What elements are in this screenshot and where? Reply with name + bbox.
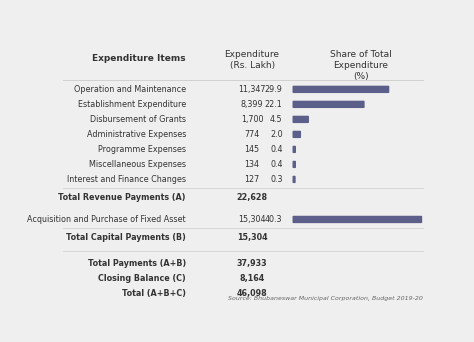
Text: Establishment Expenditure: Establishment Expenditure	[78, 100, 186, 109]
Text: 15,304: 15,304	[238, 215, 266, 224]
FancyBboxPatch shape	[292, 146, 296, 153]
FancyBboxPatch shape	[292, 131, 301, 138]
Text: 0.4: 0.4	[270, 145, 283, 154]
Text: Acquisition and Purchase of Fixed Asset: Acquisition and Purchase of Fixed Asset	[27, 215, 186, 224]
Text: Administrative Expenses: Administrative Expenses	[87, 130, 186, 139]
Text: 0.4: 0.4	[270, 160, 283, 169]
Text: 8,399: 8,399	[241, 100, 264, 109]
Text: Programme Expenses: Programme Expenses	[98, 145, 186, 154]
Text: 22,628: 22,628	[237, 193, 268, 201]
Text: 15,304: 15,304	[237, 233, 267, 241]
Text: Expenditure
(Rs. Lakh): Expenditure (Rs. Lakh)	[225, 50, 280, 70]
Text: 46,098: 46,098	[237, 289, 267, 298]
Text: Miscellaneous Expenses: Miscellaneous Expenses	[89, 160, 186, 169]
Text: Share of Total
Expenditure
(%): Share of Total Expenditure (%)	[330, 50, 392, 81]
Text: 29.9: 29.9	[264, 85, 283, 94]
FancyBboxPatch shape	[292, 86, 389, 93]
Text: Disbursement of Grants: Disbursement of Grants	[90, 115, 186, 124]
Text: 127: 127	[245, 175, 260, 184]
Text: Total Revenue Payments (A): Total Revenue Payments (A)	[58, 193, 186, 201]
Text: 1,700: 1,700	[241, 115, 264, 124]
Text: Total (A+B+C): Total (A+B+C)	[122, 289, 186, 298]
Text: Total Capital Payments (B): Total Capital Payments (B)	[66, 233, 186, 241]
Text: 11,347: 11,347	[238, 85, 266, 94]
Text: 145: 145	[245, 145, 260, 154]
Text: 134: 134	[245, 160, 260, 169]
Text: 22.1: 22.1	[265, 100, 283, 109]
Text: Closing Balance (C): Closing Balance (C)	[98, 274, 186, 283]
Text: Interest and Finance Changes: Interest and Finance Changes	[67, 175, 186, 184]
Text: Operation and Maintenance: Operation and Maintenance	[74, 85, 186, 94]
Text: Expenditure Items: Expenditure Items	[92, 54, 186, 63]
FancyBboxPatch shape	[292, 176, 296, 183]
Text: Total Payments (A+B): Total Payments (A+B)	[88, 259, 186, 268]
Text: 37,933: 37,933	[237, 259, 267, 268]
Text: 0.3: 0.3	[270, 175, 283, 184]
FancyBboxPatch shape	[292, 101, 365, 108]
FancyBboxPatch shape	[292, 216, 422, 223]
Text: 2.0: 2.0	[270, 130, 283, 139]
FancyBboxPatch shape	[292, 161, 296, 168]
FancyBboxPatch shape	[292, 116, 309, 123]
Text: 8,164: 8,164	[239, 274, 265, 283]
Text: Source: Bhubaneswar Municipal Corporation, Budget 2019-20: Source: Bhubaneswar Municipal Corporatio…	[228, 296, 423, 301]
Text: 774: 774	[245, 130, 260, 139]
Text: 4.5: 4.5	[270, 115, 283, 124]
Text: 40.3: 40.3	[265, 215, 283, 224]
